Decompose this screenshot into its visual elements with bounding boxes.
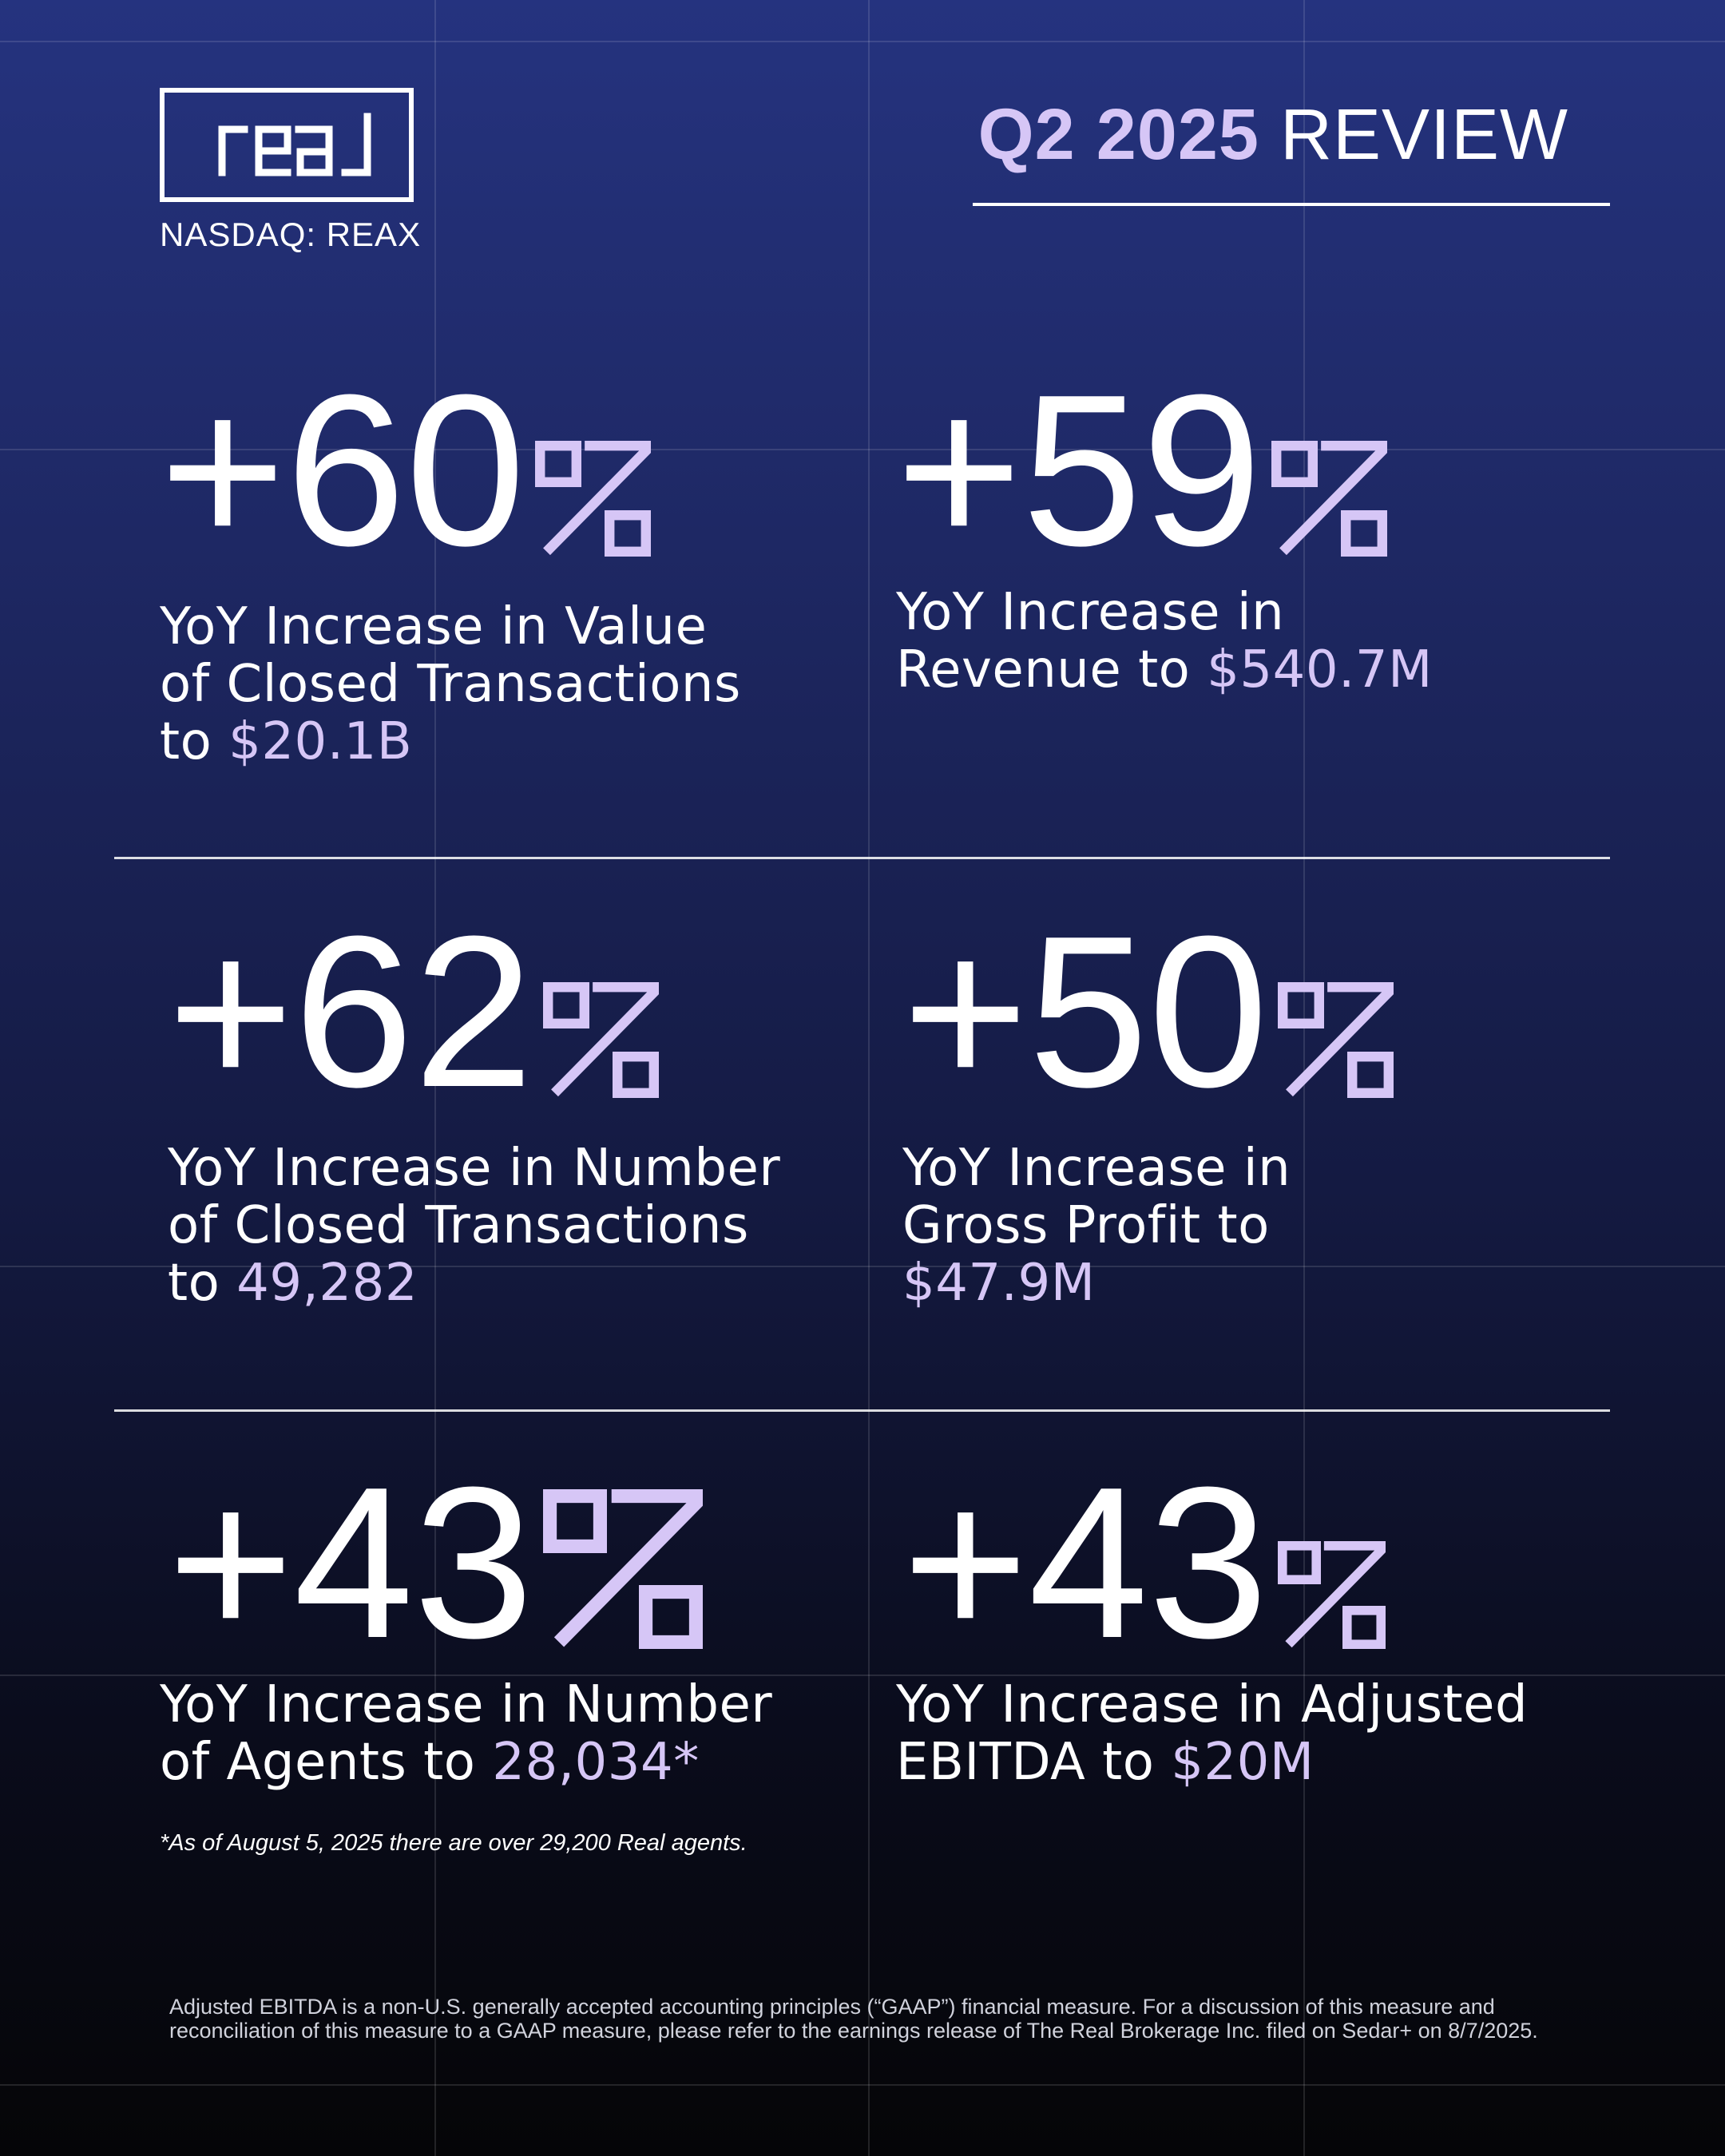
percent-icon xyxy=(535,441,651,557)
percent-icon xyxy=(1278,982,1394,1098)
percent-icon xyxy=(543,1489,703,1649)
stat-description: YoY Increase in Adjusted xyxy=(896,1675,1529,1734)
stat-description: Revenue to $540.7M xyxy=(896,640,1433,700)
stat-number: +43 xyxy=(902,1443,1268,1683)
stat-description: YoY Increase in xyxy=(902,1139,1291,1198)
stat-description: to 49,282 xyxy=(168,1254,418,1313)
stat-agents: +43 YoY Increase in Number of Agents to … xyxy=(160,1456,772,1792)
agents-footnote: *As of August 5, 2025 there are over 29,… xyxy=(160,1830,748,1856)
stat-highlight-value: 28,034* xyxy=(492,1733,700,1792)
stat-description: EBITDA to $20M xyxy=(896,1733,1315,1792)
stat-description: Gross Profit to xyxy=(902,1196,1270,1255)
stat-closed-transactions-value: +60 YoY Increase in Value of Closed Tran… xyxy=(160,363,741,771)
stat-number: +62 xyxy=(168,892,533,1132)
stat-highlight-value: $47.9M xyxy=(902,1254,1096,1313)
percent-icon xyxy=(1278,1541,1386,1649)
review-period: Q2 2025 xyxy=(978,95,1259,175)
section-divider xyxy=(114,857,1610,859)
stat-highlight-value: $20M xyxy=(1171,1733,1315,1792)
disclaimer-line: reconciliation of this measure to a GAAP… xyxy=(169,2019,1538,2043)
stat-number: +50 xyxy=(902,892,1268,1132)
review-word: REVIEW xyxy=(1279,95,1568,175)
stat-description: YoY Increase in xyxy=(896,583,1285,642)
stat-highlight-value: $540.7M xyxy=(1207,640,1433,700)
grid-line xyxy=(0,449,1725,450)
percent-icon xyxy=(1271,441,1387,557)
stat-closed-transactions-number: +62 YoY Increase in Number of Closed Tra… xyxy=(168,905,781,1313)
stat-description: YoY Increase in Value xyxy=(160,597,708,656)
stat-number: +59 xyxy=(896,351,1262,591)
stat-highlight-value: 49,282 xyxy=(236,1254,418,1313)
stat-adjusted-ebitda: +43 YoY Increase in Adjusted EBITDA to $… xyxy=(896,1456,1528,1792)
real-logo-wordmark xyxy=(218,113,371,176)
grid-line xyxy=(434,0,436,2156)
grid-line xyxy=(0,1674,1725,1676)
grid-line xyxy=(868,0,870,2156)
stat-number: +43 xyxy=(168,1443,533,1683)
grid-line xyxy=(0,41,1725,42)
disclaimer-line: Adjusted EBITDA is a non-U.S. generally … xyxy=(169,1995,1495,2019)
stat-description: of Closed Transactions xyxy=(168,1196,749,1255)
section-divider xyxy=(114,1409,1610,1412)
stat-number: +60 xyxy=(160,351,525,591)
ticker-label: NASDAQ: REAX xyxy=(160,216,422,253)
grid-line xyxy=(0,2084,1725,2086)
grid-line xyxy=(0,1266,1725,1267)
real-logo xyxy=(160,88,414,202)
stat-gross-profit: +50 YoY Increase in Gross Profit to $47.… xyxy=(902,905,1394,1313)
disclaimer: Adjusted EBITDA is a non-U.S. generally … xyxy=(169,1995,1607,2043)
title-underline xyxy=(973,203,1610,206)
percent-icon xyxy=(543,982,659,1098)
stat-description: YoY Increase in Number xyxy=(160,1675,773,1734)
review-title: Q2 2025 REVIEW xyxy=(978,94,1568,176)
stat-description: of Closed Transactions xyxy=(160,655,741,714)
stat-revenue: +59 YoY Increase in Revenue to $540.7M xyxy=(896,363,1433,700)
stat-description: of Agents to 28,034* xyxy=(160,1733,700,1792)
stat-description: YoY Increase in Number xyxy=(168,1139,781,1198)
stat-description: to $20.1B xyxy=(160,712,413,771)
stat-highlight-value: $20.1B xyxy=(228,712,413,771)
